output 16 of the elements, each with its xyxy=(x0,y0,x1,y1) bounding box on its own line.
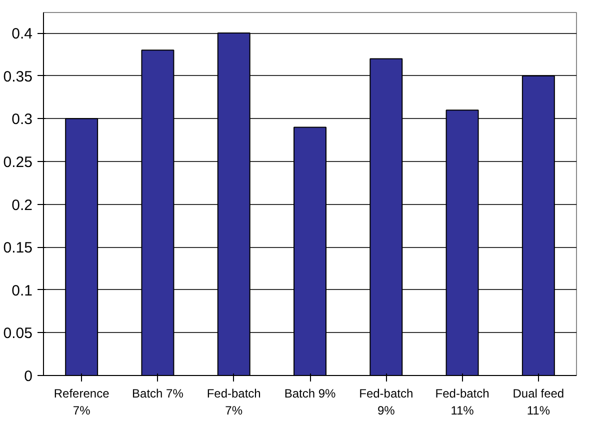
y-tick-label: 0.15 xyxy=(3,240,33,257)
y-tick-label: 0.2 xyxy=(12,196,33,214)
y-tick-label: 0.05 xyxy=(3,325,33,342)
x-tick-label: Fed-batch 11% xyxy=(435,386,490,418)
x-tick-label: Reference 7% xyxy=(54,386,110,418)
y-tick-label: 0.35 xyxy=(3,68,33,86)
x-tick-label: Batch 9% xyxy=(284,386,336,400)
x-tick-label: Batch 7% xyxy=(132,386,184,400)
x-tick-label: Dual feed 11% xyxy=(512,386,564,418)
y-tick-label: 0.1 xyxy=(12,282,33,300)
y-tick-label: 0.25 xyxy=(3,154,33,171)
y-tick-label: 0 xyxy=(24,368,32,385)
y-tick-label: 0.4 xyxy=(12,26,33,43)
x-tick-label: Fed-batch 9% xyxy=(359,386,414,418)
y-tick-label: 0.3 xyxy=(12,111,33,128)
x-tick-label: Fed-batch 7% xyxy=(206,386,261,418)
